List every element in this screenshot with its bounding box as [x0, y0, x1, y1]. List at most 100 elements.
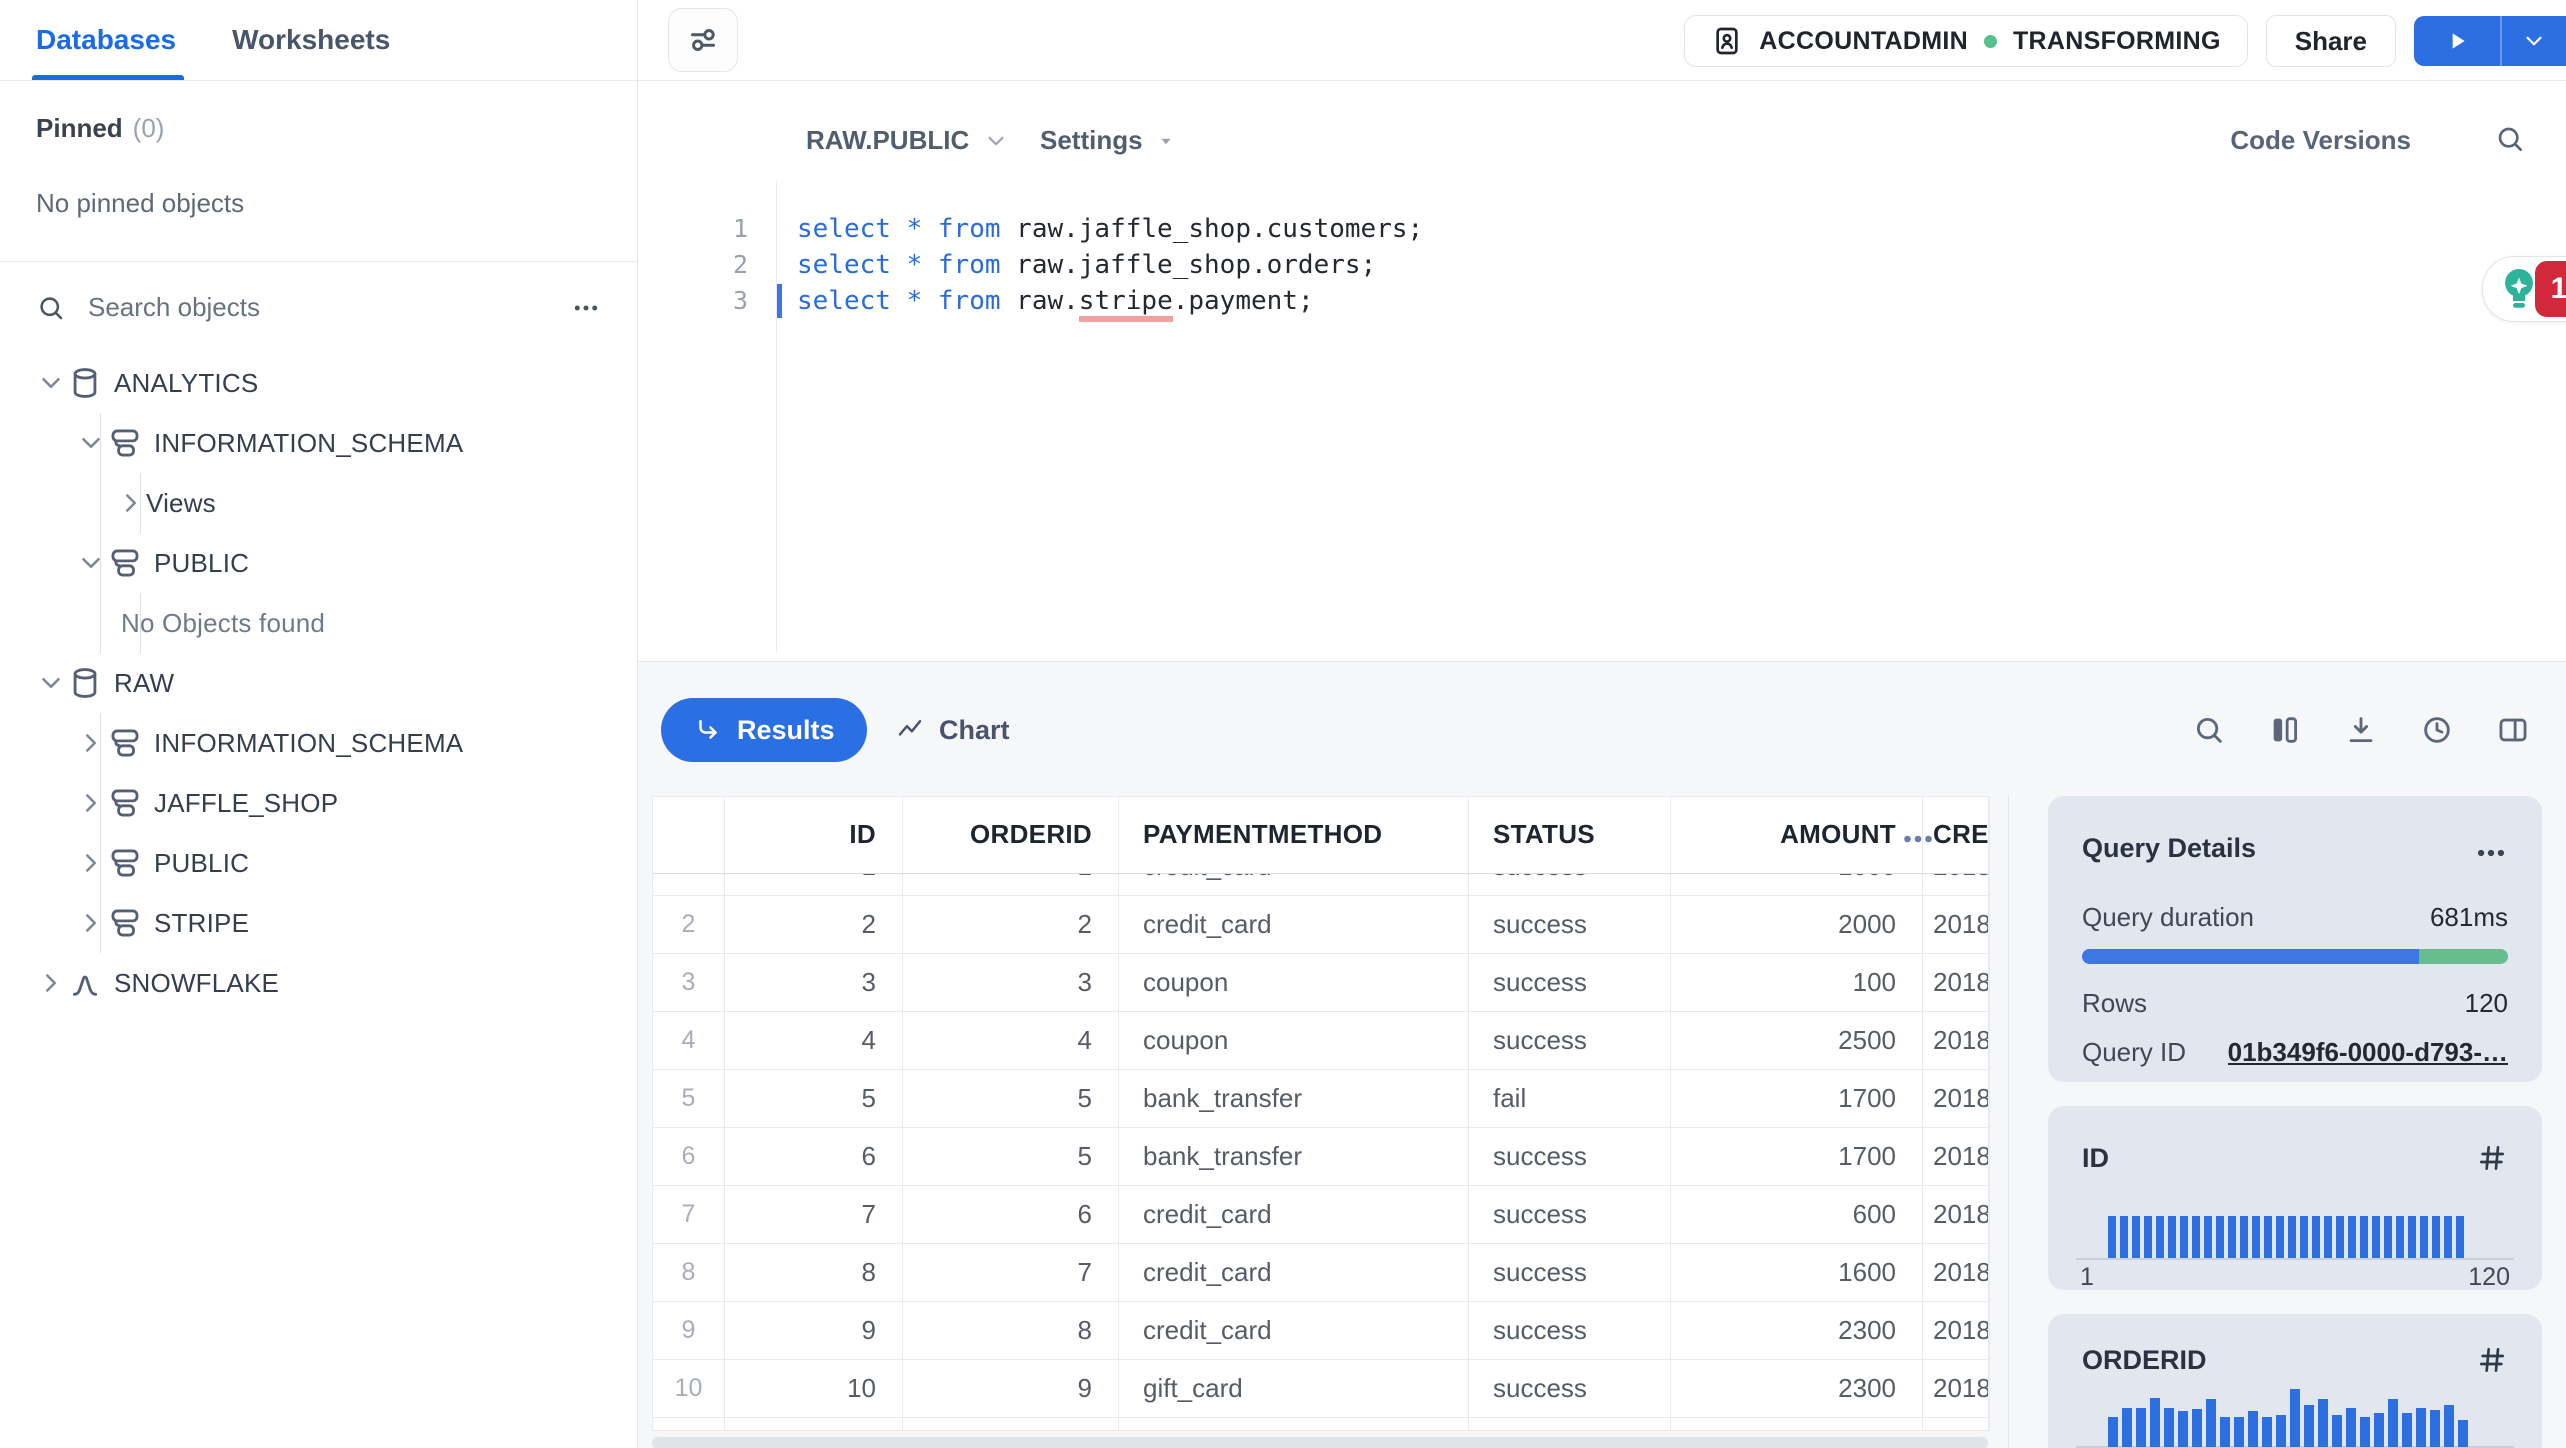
- orderid-histogram: [2076, 1386, 2514, 1448]
- chevron-down-icon[interactable]: [36, 368, 66, 398]
- table-row[interactable]: 11: [653, 1418, 1989, 1430]
- tree-item-information-schema[interactable]: INFORMATION_SCHEMA: [0, 713, 637, 773]
- tree-item-raw[interactable]: RAW: [0, 653, 637, 713]
- search-icon[interactable]: [2192, 713, 2226, 747]
- worksheet-options-button[interactable]: [668, 8, 738, 72]
- cell-orderid: 5: [903, 1128, 1119, 1185]
- column-header-created[interactable]: CREATED: [1923, 797, 1989, 873]
- tree-item-views[interactable]: Views: [0, 473, 637, 533]
- chevron-down-icon[interactable]: [36, 668, 66, 698]
- query-details-menu-icon[interactable]: [2474, 836, 2508, 860]
- row-number-cell: 6: [653, 1128, 725, 1185]
- object-search[interactable]: Search objects: [0, 262, 637, 353]
- table-row[interactable]: 4 4 4 coupon success 2500 2018: [653, 1012, 1989, 1070]
- database-schema-selector[interactable]: RAW.PUBLIC: [806, 125, 1009, 156]
- code-line-3[interactable]: 3 select * from raw.stripe.payment;: [638, 283, 2566, 322]
- numeric-type-icon: [2476, 1344, 2508, 1376]
- chevron-right-icon[interactable]: [36, 968, 66, 998]
- tree-guide-line: [100, 713, 101, 773]
- code-versions-button[interactable]: Code Versions: [2230, 125, 2411, 155]
- column-header-rownum[interactable]: [653, 797, 725, 873]
- cell-paymentmethod: gift_card: [1119, 1360, 1469, 1417]
- chevron-right-icon[interactable]: [116, 488, 146, 518]
- settings-dropdown[interactable]: Settings: [1040, 125, 1177, 156]
- column-header-paymentmethod[interactable]: PAYMENTMETHOD: [1119, 797, 1469, 873]
- table-row[interactable]: 10 10 9 gift_card success 2300 2018: [653, 1360, 1989, 1418]
- cell-status: success: [1469, 1012, 1671, 1069]
- tree-item-snowflake[interactable]: SNOWFLAKE: [0, 953, 637, 1013]
- copilot-suggestion-widget[interactable]: 1: [2482, 256, 2566, 322]
- histogram-bar: [2132, 1216, 2140, 1258]
- tree-guide-line: [100, 533, 101, 593]
- cell-status: success: [1469, 1244, 1671, 1301]
- histogram-bar: [2312, 1216, 2320, 1258]
- tree-item-jaffle-shop[interactable]: JAFFLE_SHOP: [0, 773, 637, 833]
- tree-item-information-schema[interactable]: INFORMATION_SCHEMA: [0, 413, 637, 473]
- query-id-link[interactable]: 01b349f6-0000-d793-…: [2227, 1037, 2508, 1067]
- code-line-2[interactable]: 2 select * from raw.jaffle_shop.orders;: [638, 247, 2566, 283]
- tree-item-public[interactable]: PUBLIC: [0, 833, 637, 893]
- table-row[interactable]: 3 3 3 coupon success 100 2018: [653, 954, 1989, 1012]
- tree-item-no-objects-found: No Objects found: [0, 593, 637, 653]
- cell-created: 2018: [1923, 1070, 1989, 1127]
- chevron-right-icon[interactable]: [76, 728, 106, 758]
- download-icon[interactable]: [2344, 713, 2378, 747]
- tab-results[interactable]: Results: [661, 698, 867, 762]
- tree-item-public[interactable]: PUBLIC: [0, 533, 637, 593]
- sql-editor-pane: RAW.PUBLIC Settings Code Versions 1 selec…: [638, 81, 2566, 661]
- duration-bar-blue: [2082, 949, 2419, 964]
- tree-item-analytics[interactable]: ANALYTICS: [0, 353, 637, 413]
- tree-item-stripe[interactable]: STRIPE: [0, 893, 637, 953]
- histogram-baseline: [2076, 1446, 2514, 1448]
- table-row[interactable]: 9 9 8 credit_card success 2300 2018: [653, 1302, 1989, 1360]
- table-row[interactable]: 7 7 6 credit_card success 600 2018: [653, 1186, 1989, 1244]
- run-button[interactable]: [2414, 28, 2500, 54]
- profile-card-title: ID: [2082, 1142, 2109, 1173]
- cell-created: 2018: [1923, 896, 1989, 953]
- table-row[interactable]: 2 2 2 credit_card success 2000 2018: [653, 896, 1989, 954]
- tab-chart[interactable]: Chart: [895, 698, 1010, 762]
- editor-search-icon[interactable]: [2494, 123, 2526, 155]
- tree-guide-line: [140, 593, 141, 653]
- table-row[interactable]: 8 8 7 credit_card success 1600 2018: [653, 1244, 1989, 1302]
- run-options-button[interactable]: [2502, 28, 2566, 54]
- columns-icon[interactable]: [2268, 713, 2302, 747]
- histogram-bar: [2264, 1216, 2272, 1258]
- run-button-group: [2414, 16, 2566, 66]
- chevron-right-icon[interactable]: [76, 848, 106, 878]
- histogram-bar: [2360, 1417, 2370, 1447]
- cell-orderid: 4: [903, 1012, 1119, 1069]
- row-number-cell: 9: [653, 1302, 725, 1359]
- cell-created: 2018: [1923, 1244, 1989, 1301]
- chevron-down-icon[interactable]: [76, 548, 106, 578]
- results-table: IDORDERIDPAYMENTMETHODSTATUSAMOUNTCREATE…: [652, 796, 1990, 1431]
- share-button[interactable]: Share: [2265, 15, 2396, 67]
- code-line-1[interactable]: 1 select * from raw.jaffle_shop.customers…: [638, 211, 2566, 247]
- vertical-scrollbar[interactable]: [2008, 796, 2009, 1448]
- horizontal-scrollbar[interactable]: [652, 1437, 1988, 1448]
- table-row[interactable]: 6 6 5 bank_transfer success 1700 2018: [653, 1128, 1989, 1186]
- column-header-orderid[interactable]: ORDERID: [903, 797, 1119, 873]
- cell-amount: [1671, 1418, 1923, 1430]
- search-icon: [36, 293, 66, 323]
- split-panel-icon[interactable]: [2496, 713, 2530, 747]
- column-header-id[interactable]: ID: [725, 797, 903, 873]
- histogram-bar: [2416, 1408, 2426, 1447]
- sidebar-more-options-icon[interactable]: [571, 293, 601, 323]
- sql-editor[interactable]: 1 select * from raw.jaffle_shop.customers…: [638, 211, 2566, 322]
- chevron-down-icon[interactable]: [76, 428, 106, 458]
- histogram-bars: [2108, 1216, 2464, 1258]
- table-row[interactable]: 5 5 5 bank_transfer fail 1700 2018: [653, 1070, 1989, 1128]
- column-menu-icon[interactable]: [1900, 821, 1936, 849]
- cell-status: success: [1469, 1360, 1671, 1417]
- lightbulb-icon: [2495, 265, 2543, 313]
- tab-worksheets[interactable]: Worksheets: [232, 24, 391, 55]
- cell-created: 2018: [1923, 954, 1989, 1011]
- chevron-right-icon[interactable]: [76, 908, 106, 938]
- history-icon[interactable]: [2420, 713, 2454, 747]
- tab-databases[interactable]: Databases: [31, 0, 185, 80]
- session-context-button[interactable]: ACCOUNTADMIN TRANSFORMING: [1684, 15, 2248, 67]
- chevron-right-icon[interactable]: [76, 788, 106, 818]
- column-header-amount[interactable]: AMOUNT: [1671, 797, 1923, 873]
- column-header-status[interactable]: STATUS: [1469, 797, 1671, 873]
